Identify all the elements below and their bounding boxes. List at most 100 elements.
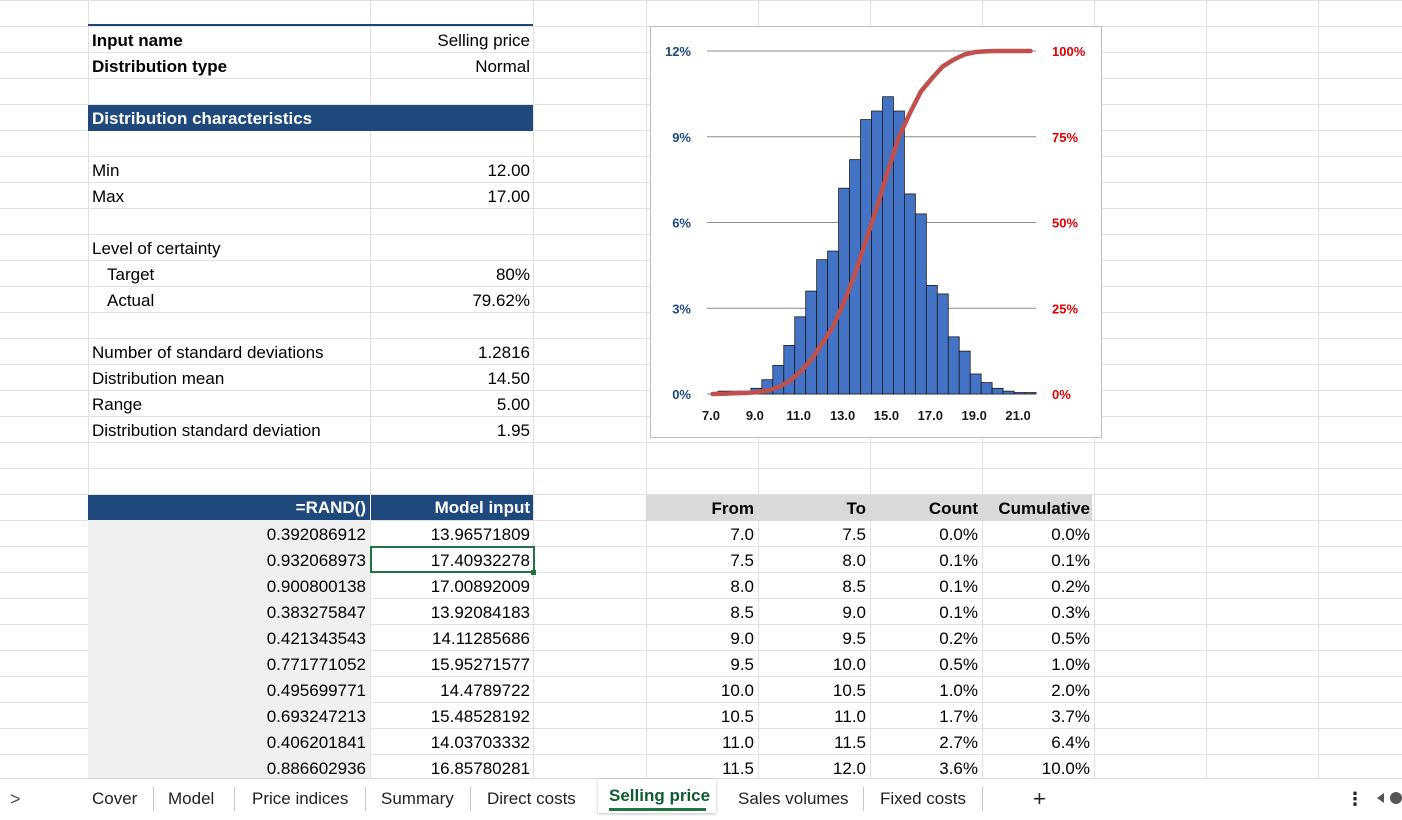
from-cell[interactable]: 7.5: [730, 551, 754, 570]
to-cell[interactable]: 10.0: [832, 655, 866, 674]
to-cell[interactable]: 10.5: [832, 681, 866, 700]
range-value[interactable]: 5.00: [496, 395, 530, 414]
model-input-cell[interactable]: 14.4789722: [440, 681, 530, 700]
target-value[interactable]: 80%: [495, 265, 530, 284]
cumulative-cell[interactable]: 0.2%: [1051, 577, 1090, 596]
from-cell[interactable]: 10.0: [720, 681, 754, 700]
to-cell[interactable]: 9.5: [842, 629, 866, 648]
to-cell[interactable]: 12.0: [832, 759, 866, 778]
rand-cell[interactable]: 0.392086912: [266, 525, 366, 544]
nsd-label[interactable]: Number of standard deviations: [92, 343, 324, 362]
input-name-value[interactable]: Selling price: [437, 31, 530, 50]
cumulative-cell[interactable]: 0.0%: [1051, 525, 1090, 544]
rand-header[interactable]: =RAND(): [295, 498, 366, 517]
sd-label[interactable]: Distribution standard deviation: [92, 421, 321, 440]
rand-cell[interactable]: 0.771771052: [266, 655, 366, 674]
min-value[interactable]: 12.00: [487, 161, 530, 180]
more-options-icon[interactable]: ⋮: [1346, 789, 1364, 809]
count-cell[interactable]: 0.0%: [939, 525, 978, 544]
cumulative-header[interactable]: Cumulative: [998, 499, 1090, 518]
spreadsheet-grid[interactable]: Input name Selling price Distribution ty…: [0, 0, 1402, 778]
scroll-thumb-icon[interactable]: [1390, 792, 1402, 804]
count-cell[interactable]: 1.0%: [939, 681, 978, 700]
count-cell[interactable]: 2.7%: [939, 733, 978, 752]
distribution-chart[interactable]: 0% 3% 6% 9% 12% 0% 25% 50% 75% 100% 7.0 9.0 11.0 13.0…: [650, 26, 1102, 438]
actual-label[interactable]: Actual: [107, 291, 155, 310]
count-cell[interactable]: 3.6%: [939, 759, 978, 778]
model-input-cell[interactable]: 15.48528192: [430, 707, 530, 726]
count-header[interactable]: Count: [928, 499, 978, 518]
rand-cell[interactable]: 0.932068973: [266, 551, 366, 570]
cumulative-cell[interactable]: 10.0%: [1041, 759, 1090, 778]
cumulative-cell[interactable]: 0.3%: [1051, 603, 1090, 622]
distribution-type-value[interactable]: Normal: [475, 57, 530, 76]
tab-sales-volumes[interactable]: Sales volumes: [738, 789, 849, 808]
model-input-cell[interactable]: 17.00892009: [430, 577, 530, 596]
model-input-header[interactable]: Model input: [434, 498, 530, 517]
to-cell[interactable]: 8.5: [842, 577, 866, 596]
certainty-label[interactable]: Level of certainty: [92, 239, 221, 258]
tab-cover[interactable]: Cover: [92, 789, 138, 808]
tab-summary[interactable]: Summary: [381, 789, 454, 808]
to-cell[interactable]: 9.0: [842, 603, 866, 622]
distribution-type-label[interactable]: Distribution type: [92, 57, 228, 76]
cumulative-cell[interactable]: 3.7%: [1051, 707, 1090, 726]
input-name-label[interactable]: Input name: [92, 31, 183, 50]
count-cell[interactable]: 0.1%: [939, 551, 978, 570]
from-header[interactable]: From: [711, 499, 755, 518]
scroll-left-icon[interactable]: >: [10, 789, 21, 809]
cumulative-cell[interactable]: 0.5%: [1051, 629, 1090, 648]
model-input-cell[interactable]: 14.03703332: [430, 733, 530, 752]
tab-price-indices[interactable]: Price indices: [252, 789, 349, 808]
actual-value[interactable]: 79.62%: [472, 291, 530, 310]
rand-cell[interactable]: 0.495699771: [266, 681, 366, 700]
rand-cell[interactable]: 0.886602936: [266, 759, 366, 778]
rand-cell[interactable]: 0.693247213: [266, 707, 366, 726]
rand-cell[interactable]: 0.406201841: [266, 733, 366, 752]
from-cell[interactable]: 11.5: [722, 759, 754, 778]
from-cell[interactable]: 9.5: [730, 655, 754, 674]
rand-cell[interactable]: 0.421343543: [266, 629, 366, 648]
to-cell[interactable]: 7.5: [842, 525, 866, 544]
cumulative-cell[interactable]: 2.0%: [1051, 681, 1090, 700]
model-input-cell[interactable]: 13.92084183: [430, 603, 530, 622]
from-cell[interactable]: 10.5: [720, 707, 754, 726]
target-label[interactable]: Target: [107, 265, 155, 284]
rand-cell[interactable]: 0.383275847: [266, 603, 366, 622]
selected-cell[interactable]: [370, 546, 535, 573]
from-cell[interactable]: 8.5: [730, 603, 754, 622]
cumulative-cell[interactable]: 1.0%: [1051, 655, 1090, 674]
to-header[interactable]: To: [846, 499, 866, 518]
model-input-cell[interactable]: 14.11285686: [431, 629, 530, 648]
count-cell[interactable]: 0.1%: [939, 603, 978, 622]
model-input-cell[interactable]: 13.96571809: [430, 525, 530, 544]
count-cell[interactable]: 0.1%: [939, 577, 978, 596]
from-cell[interactable]: 7.0: [730, 525, 754, 544]
max-value[interactable]: 17.00: [487, 187, 530, 206]
count-cell[interactable]: 0.2%: [939, 629, 978, 648]
characteristics-header[interactable]: Distribution characteristics: [88, 105, 533, 131]
from-cell[interactable]: 8.0: [730, 577, 754, 596]
from-cell[interactable]: 11.0: [722, 733, 754, 752]
tab-selling-price[interactable]: Selling price: [609, 786, 711, 805]
count-cell[interactable]: 1.7%: [939, 707, 978, 726]
model-input-cell[interactable]: 15.95271577: [430, 655, 530, 674]
nsd-value[interactable]: 1.2816: [478, 343, 530, 362]
to-cell[interactable]: 11.5: [834, 733, 866, 752]
tab-fixed-costs[interactable]: Fixed costs: [880, 789, 966, 808]
count-cell[interactable]: 0.5%: [939, 655, 978, 674]
max-label[interactable]: Max: [92, 187, 125, 206]
range-label[interactable]: Range: [92, 395, 143, 414]
model-input-cell[interactable]: 16.85780281: [430, 759, 530, 778]
model-input-cell[interactable]: 17.40932278: [430, 551, 530, 570]
to-cell[interactable]: 11.0: [834, 707, 866, 726]
add-sheet-button[interactable]: +: [1033, 786, 1046, 811]
cumulative-cell[interactable]: 6.4%: [1051, 733, 1090, 752]
tab-model[interactable]: Model: [168, 789, 215, 808]
mean-value[interactable]: 14.50: [487, 369, 530, 388]
cumulative-cell[interactable]: 0.1%: [1051, 551, 1090, 570]
to-cell[interactable]: 8.0: [842, 551, 866, 570]
tab-direct-costs[interactable]: Direct costs: [487, 789, 576, 808]
rand-cell[interactable]: 0.900800138: [266, 577, 366, 596]
sd-value[interactable]: 1.95: [496, 421, 530, 440]
